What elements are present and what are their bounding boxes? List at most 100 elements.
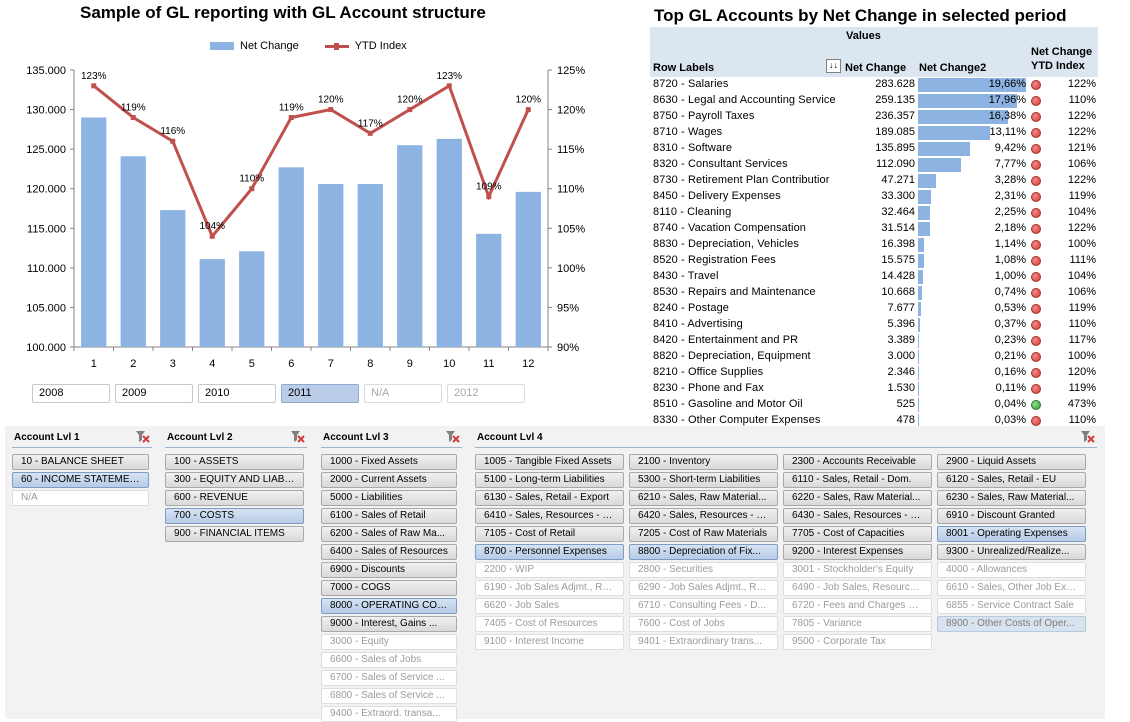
pivot-row[interactable]: 8830 - Depreciation, Vehicles 16.398 1,14%…	[650, 237, 1098, 253]
slicer-item[interactable]: 8900 - Other Costs of Oper...	[937, 616, 1086, 632]
pivot-row[interactable]: 8520 - Registration Fees 15.575 1,08% 111%	[650, 253, 1098, 269]
slicer-item[interactable]: 2900 - Liquid Assets	[937, 454, 1086, 470]
year-slicer-item[interactable]: 2010	[198, 384, 276, 403]
slicer-item[interactable]: N/A	[12, 490, 149, 506]
pivot-row[interactable]: 8750 - Payroll Taxes 236.357 16,38% 122%	[650, 109, 1098, 125]
slicer-item[interactable]: 7105 - Cost of Retail	[475, 526, 624, 542]
pivot-row[interactable]: 8530 - Repairs and Maintenance 10.668 0,74…	[650, 285, 1098, 301]
slicer-item[interactable]: 8700 - Personnel Expenses	[475, 544, 624, 560]
slicer-item[interactable]: 700 - COSTS	[165, 508, 304, 524]
pivot-row[interactable]: 8710 - Wages 189.085 13,11% 122%	[650, 125, 1098, 141]
slicer-item[interactable]: 9401 - Extraordinary trans...	[629, 634, 778, 650]
slicer-item[interactable]: 6420 - Sales, Resources - EU	[629, 508, 778, 524]
slicer-item[interactable]: 4000 - Allowances	[937, 562, 1086, 578]
slicer-item[interactable]: 5000 - Liabilities	[321, 490, 457, 506]
slicer-item[interactable]: 7205 - Cost of Raw Materials	[629, 526, 778, 542]
slicer-item[interactable]: 6700 - Sales of Service ...	[321, 670, 457, 686]
slicer-item[interactable]: 5300 - Short-term Liabilities	[629, 472, 778, 488]
slicer-item[interactable]: 600 - REVENUE	[165, 490, 304, 506]
pivot-row[interactable]: 8230 - Phone and Fax 1.530 0,11% 119%	[650, 381, 1098, 397]
pivot-row[interactable]: 8510 - Gasoline and Motor Oil 525 0,04% 473…	[650, 397, 1098, 413]
clear-filter-icon[interactable]	[135, 430, 150, 443]
slicer-item[interactable]: 6120 - Sales, Retail - EU	[937, 472, 1086, 488]
slicer-item[interactable]: 6200 - Sales of Raw Ma...	[321, 526, 457, 542]
slicer-item[interactable]: 7000 - COGS	[321, 580, 457, 596]
pivot-row[interactable]: 8110 - Cleaning 32.464 2,25% 104%	[650, 205, 1098, 221]
slicer-item[interactable]: 6430 - Sales, Resources - E...	[783, 508, 932, 524]
pivot-row[interactable]: 8210 - Office Supplies 2.346 0,16% 120%	[650, 365, 1098, 381]
slicer-item[interactable]: 6100 - Sales of Retail	[321, 508, 457, 524]
slicer-item[interactable]: 6130 - Sales, Retail - Export	[475, 490, 624, 506]
year-slicer-item[interactable]: 2009	[115, 384, 193, 403]
slicer-item[interactable]: 1000 - Fixed Assets	[321, 454, 457, 470]
slicer-item[interactable]: 6290 - Job Sales Adjmt., Ra...	[629, 580, 778, 596]
pivot-row[interactable]: 8330 - Other Computer Expenses 478 0,03% 11…	[650, 413, 1098, 429]
slicer-item[interactable]: 900 - FINANCIAL ITEMS	[165, 526, 304, 542]
slicer-item[interactable]: 9500 - Corporate Tax	[783, 634, 932, 650]
slicer-item[interactable]: 6710 - Consulting Fees - D...	[629, 598, 778, 614]
slicer-item[interactable]: 9000 - Interest, Gains ...	[321, 616, 457, 632]
slicer-item[interactable]: 2200 - WIP	[475, 562, 624, 578]
slicer-item[interactable]: 7405 - Cost of Resources	[475, 616, 624, 632]
filter-dropdown-icon[interactable]: ↓↓	[826, 59, 841, 73]
slicer-item[interactable]: 2800 - Securities	[629, 562, 778, 578]
slicer-item[interactable]: 7600 - Cost of Jobs	[629, 616, 778, 632]
pivot-row[interactable]: 8320 - Consultant Services 112.090 7,77% 10…	[650, 157, 1098, 173]
slicer-item[interactable]: 6220 - Sales, Raw Material...	[783, 490, 932, 506]
year-slicer-item[interactable]: 2012	[447, 384, 525, 403]
clear-filter-icon[interactable]	[445, 430, 460, 443]
slicer-item[interactable]: 3001 - Stockholder's Equity	[783, 562, 932, 578]
slicer-item[interactable]: 100 - ASSETS	[165, 454, 304, 470]
slicer-item[interactable]: 10 - BALANCE SHEET	[12, 454, 149, 470]
slicer-item[interactable]: 300 - EQUITY AND LIABIL...	[165, 472, 304, 488]
pivot-row[interactable]: 8410 - Advertising 5.396 0,37% 110%	[650, 317, 1098, 333]
slicer-item[interactable]: 6600 - Sales of Jobs	[321, 652, 457, 668]
slicer-item[interactable]: 3000 - Equity	[321, 634, 457, 650]
pivot-row[interactable]: 8630 - Legal and Accounting Service 259.1…	[650, 93, 1098, 109]
combo-chart[interactable]: 100.000 105.000 110.000 115.000 120.000 125.0…	[0, 55, 620, 375]
slicer-item[interactable]: 2300 - Accounts Receivable	[783, 454, 932, 470]
slicer-item[interactable]: 5100 - Long-term Liabilities	[475, 472, 624, 488]
slicer-item[interactable]: 2100 - Inventory	[629, 454, 778, 470]
slicer-item[interactable]: 6800 - Sales of Service ...	[321, 688, 457, 704]
slicer-item[interactable]: 6620 - Job Sales	[475, 598, 624, 614]
slicer-item[interactable]: 6110 - Sales, Retail - Dom.	[783, 472, 932, 488]
slicer-item[interactable]: 6610 - Sales, Other Job Exp...	[937, 580, 1086, 596]
year-slicer-item[interactable]: N/A	[364, 384, 442, 403]
pivot-row[interactable]: 8740 - Vacation Compensation 31.514 2,18% 1…	[650, 221, 1098, 237]
slicer-item[interactable]: 7705 - Cost of Capacities	[783, 526, 932, 542]
slicer-item[interactable]: 6855 - Service Contract Sale	[937, 598, 1086, 614]
clear-filter-icon[interactable]	[290, 430, 305, 443]
pivot-row[interactable]: 8420 - Entertainment and PR 3.389 0,23% 117…	[650, 333, 1098, 349]
slicer-item[interactable]: 2000 - Current Assets	[321, 472, 457, 488]
slicer-item[interactable]: 9300 - Unrealized/Realize...	[937, 544, 1086, 560]
pivot-row[interactable]: 8430 - Travel 14.428 1,00% 104%	[650, 269, 1098, 285]
slicer-item[interactable]: 6210 - Sales, Raw Material...	[629, 490, 778, 506]
clear-filter-icon[interactable]	[1080, 430, 1095, 443]
slicer-item[interactable]: 9200 - Interest Expenses	[783, 544, 932, 560]
year-slicer-item[interactable]: 2008	[32, 384, 110, 403]
pivot-row[interactable]: 8820 - Depreciation, Equipment 3.000 0,21%…	[650, 349, 1098, 365]
slicer-item[interactable]: 6190 - Job Sales Adjmt., Re...	[475, 580, 624, 596]
slicer-item[interactable]: 6900 - Discounts	[321, 562, 457, 578]
slicer-item[interactable]: 7805 - Variance	[783, 616, 932, 632]
slicer-item[interactable]: 6230 - Sales, Raw Material...	[937, 490, 1086, 506]
slicer-item[interactable]: 60 - INCOME STATEMENT	[12, 472, 149, 488]
pivot-row[interactable]: 8730 - Retirement Plan Contributior 47.27…	[650, 173, 1098, 189]
year-slicer-item[interactable]: 2011	[281, 384, 359, 403]
slicer-item[interactable]: 6720 - Fees and Charges R...	[783, 598, 932, 614]
slicer-item[interactable]: 9100 - Interest Income	[475, 634, 624, 650]
pivot-row[interactable]: 8450 - Delivery Expenses 33.300 2,31% 119%	[650, 189, 1098, 205]
pivot-row[interactable]: 8240 - Postage 7.677 0,53% 119%	[650, 301, 1098, 317]
slicer-item[interactable]: 8001 - Operating Expenses	[937, 526, 1086, 542]
slicer-item[interactable]: 6490 - Job Sales, Resource...	[783, 580, 932, 596]
slicer-item[interactable]: 6410 - Sales, Resources - D...	[475, 508, 624, 524]
slicer-item[interactable]: 8800 - Depreciation of Fix...	[629, 544, 778, 560]
slicer-item[interactable]: 1005 - Tangible Fixed Assets	[475, 454, 624, 470]
pivot-row[interactable]: 8720 - Salaries 283.628 19,66% 122%	[650, 77, 1098, 93]
slicer-item[interactable]: 6400 - Sales of Resources	[321, 544, 457, 560]
slicer-item[interactable]: 6910 - Discount Granted	[937, 508, 1086, 524]
slicer-item[interactable]: 8000 - OPERATING COSTS	[321, 598, 457, 614]
slicer-item[interactable]: 9400 - Extraord. transa...	[321, 706, 457, 722]
pivot-row[interactable]: 8310 - Software 135.895 9,42% 121%	[650, 141, 1098, 157]
